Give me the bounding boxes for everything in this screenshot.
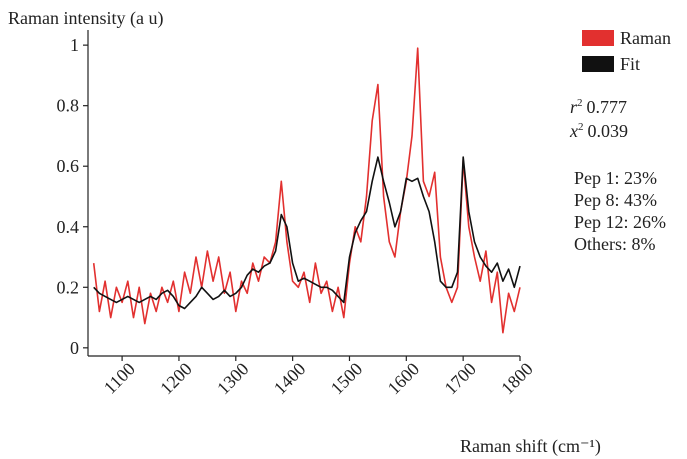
- stat-value: 0.777: [587, 97, 628, 117]
- composition: Pep 12: 26%: [574, 212, 666, 232]
- stat: x2 0.039: [569, 121, 628, 141]
- y-tick-label: 0.4: [57, 217, 80, 237]
- x-tick-label: 1100: [100, 359, 139, 398]
- y-axis-label: Raman intensity (a u): [8, 8, 163, 29]
- composition: Pep 8: 43%: [574, 190, 657, 210]
- x-tick-label: 1300: [213, 359, 253, 399]
- stat-power: 2: [577, 97, 583, 109]
- legend-swatch: [582, 30, 614, 46]
- stat-power: 2: [578, 121, 584, 133]
- y-tick-label: 1: [70, 35, 79, 55]
- stat-value: 0.039: [588, 121, 629, 141]
- y-tick-label: 0: [70, 338, 79, 358]
- x-axis-label: Raman shift (cm⁻¹): [460, 436, 601, 457]
- legend-label: Fit: [620, 54, 640, 74]
- x-tick-label: 1700: [440, 359, 480, 399]
- stat-symbol: r: [570, 97, 578, 117]
- x-tick-label: 1600: [384, 359, 424, 399]
- composition: Pep 1: 23%: [574, 168, 657, 188]
- series-line: [92, 47, 521, 334]
- legend-swatch: [582, 56, 614, 72]
- series-line: [93, 156, 521, 310]
- x-tick-label: 1200: [156, 359, 196, 399]
- stat-symbol: x: [569, 121, 578, 141]
- x-tick-label: 1400: [270, 359, 310, 399]
- legend-label: Raman: [620, 28, 671, 48]
- x-tick-label: 1500: [327, 359, 367, 399]
- stat: r2 0.777: [570, 97, 627, 117]
- y-tick-label: 0.8: [57, 96, 80, 116]
- x-tick-label: 1800: [497, 359, 537, 399]
- composition: Others: 8%: [574, 234, 655, 254]
- y-tick-label: 0.2: [57, 277, 80, 297]
- y-tick-label: 0.6: [57, 156, 80, 176]
